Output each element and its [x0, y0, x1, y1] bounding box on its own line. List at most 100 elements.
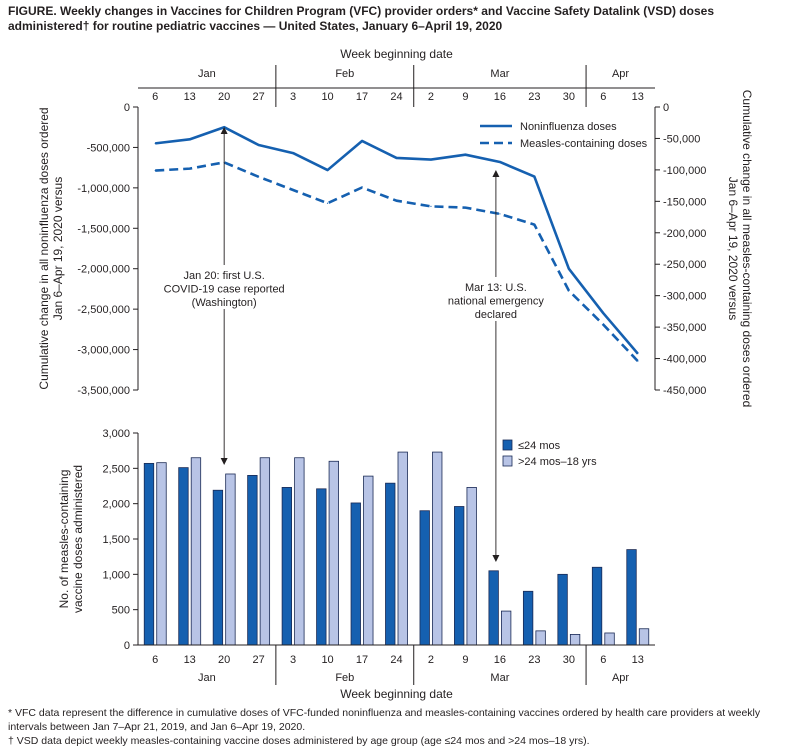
top-week-tick: 16: [494, 91, 506, 103]
left-y-tick-label: -1,000,000: [77, 183, 130, 195]
line-point: [499, 213, 501, 215]
line-point: [430, 205, 432, 207]
legend-bar-swatch: [502, 455, 513, 467]
left-y-tick-label: -3,000,000: [77, 345, 130, 357]
line-point: [361, 186, 363, 189]
top-week-tick: 2: [428, 91, 434, 103]
bar-y-tick-label: 1,500: [102, 534, 130, 546]
line-point: [499, 161, 501, 163]
line-point: [464, 207, 467, 209]
line-point: [568, 268, 570, 270]
bottom-week-tick: 9: [462, 654, 468, 666]
top-week-tick: 24: [390, 91, 402, 103]
legend-bar-label: ≤24 mos: [518, 440, 561, 452]
bottom-month-label: Apr: [612, 672, 629, 684]
line-point: [430, 158, 432, 161]
top-week-tick: 13: [184, 91, 196, 103]
bar-le24mos: [281, 487, 293, 646]
left-y-tick-label: -2,500,000: [77, 304, 130, 316]
line-point: [533, 175, 535, 178]
figure-title: FIGURE. Weekly changes in Vaccines for C…: [8, 4, 714, 33]
bottom-week-tick: 27: [253, 654, 265, 666]
bar-chart-panel: 0 500 1,000 1,500 2,000 2,500 3,000 No. of meas…: [57, 127, 650, 652]
bar-gt24mos: [294, 457, 305, 646]
right-y-tick-label: -350,000: [663, 322, 706, 334]
line-point: [602, 312, 604, 314]
bar-y-tick-label: 2,500: [102, 463, 130, 475]
legend-line-label: Measles-containing doses: [520, 138, 648, 150]
line-point: [292, 189, 294, 191]
annotation-text: COVID-19 case reported: [164, 284, 285, 296]
line-point: [326, 169, 329, 171]
bar-le24mos: [385, 482, 396, 646]
arrow-head-down: [220, 458, 228, 465]
bar-le24mos: [143, 462, 155, 646]
line-point: [568, 290, 570, 292]
bottom-month-label: Mar: [490, 672, 509, 684]
footnote-vsd: † VSD data depict weekly measles-contain…: [8, 735, 590, 747]
right-y-tick-label: -250,000: [663, 259, 706, 271]
left-y-tick-label: -1,500,000: [77, 223, 130, 235]
bar-gt24mos: [225, 473, 236, 646]
line-point: [189, 168, 191, 170]
line-point: [258, 144, 260, 146]
arrow-head-up: [220, 127, 228, 134]
bar-le24mos: [591, 566, 603, 646]
right-y-tick-label: -50,000: [663, 133, 700, 145]
right-y-tick-label: -400,000: [663, 354, 706, 366]
bar-gt24mos: [604, 632, 615, 646]
right-ylabel-line: Cumulative change in all measles-contain…: [740, 90, 754, 408]
bar-le24mos: [557, 573, 568, 646]
bar-le24mos: [178, 467, 189, 646]
annotation-arrow: [220, 127, 228, 465]
bar-gt24mos: [328, 460, 339, 646]
bar-ylabel: No. of measles-containingvaccine doses a…: [57, 465, 85, 613]
bottom-week-tick: 20: [218, 654, 230, 666]
top-x-axis: Week beginning date Jan Feb Mar Apr 6 13 20 27 3 1…: [138, 47, 655, 107]
bar-gt24mos: [500, 610, 512, 646]
top-week-tick: 6: [600, 91, 606, 103]
top-month-label: Mar: [490, 68, 509, 80]
top-week-tick: 27: [253, 91, 265, 103]
line-point: [189, 138, 191, 140]
footnotes: * VFC data represent the difference in c…: [8, 706, 793, 748]
right-y-tick-label: -100,000: [663, 165, 706, 177]
top-week-tick: 30: [563, 91, 575, 103]
bar-gt24mos: [638, 628, 650, 646]
bottom-week-tick: 24: [390, 654, 402, 666]
right-y-tick-label: -200,000: [663, 228, 706, 240]
line-point: [154, 169, 156, 172]
bottom-week-tick: 6: [152, 654, 158, 666]
bar-le24mos: [454, 506, 465, 646]
bar-le24mos: [247, 474, 258, 646]
noninfluenza-doses-line: [155, 125, 639, 355]
top-week-tick: 17: [356, 91, 368, 103]
line-point: [602, 323, 604, 326]
legend-bar-swatch: [502, 439, 513, 451]
bar-y-tick-label: 3,000: [102, 428, 130, 440]
bar-gt24mos: [432, 451, 443, 646]
line-point: [464, 154, 467, 156]
bar-gt24mos: [190, 457, 202, 646]
right-ylabel-line: Jan 6–Apr 19, 2020 versus: [726, 177, 740, 320]
arrow-head-down: [492, 555, 500, 562]
bar-gt24mos: [535, 630, 546, 646]
bottom-week-tick: 2: [428, 654, 434, 666]
annotation-text: declared: [475, 309, 517, 321]
annotation: Jan 20: first U.S. COVID-19 case reported…: [162, 266, 287, 314]
bottom-week-tick: 30: [563, 654, 575, 666]
line-point: [637, 360, 639, 362]
left-y-tick-label: -3,500,000: [77, 385, 130, 397]
arrow-head-up: [492, 170, 500, 177]
annotation-text: Jan 20: first U.S.: [184, 270, 265, 282]
line-point: [258, 176, 260, 178]
bottom-week-tick: 6: [600, 654, 606, 666]
bar-le24mos: [212, 489, 224, 646]
right-y-tick-label: -300,000: [663, 291, 706, 303]
left-y-tick-label: 0: [124, 102, 130, 114]
left-ylabel-line: Jan 6–Apr 19, 2020 versus: [51, 177, 65, 320]
top-xlabel: Week beginning date: [340, 47, 453, 61]
left-ylabel-line: Cumulative change in all noninfluenza do…: [37, 107, 51, 389]
